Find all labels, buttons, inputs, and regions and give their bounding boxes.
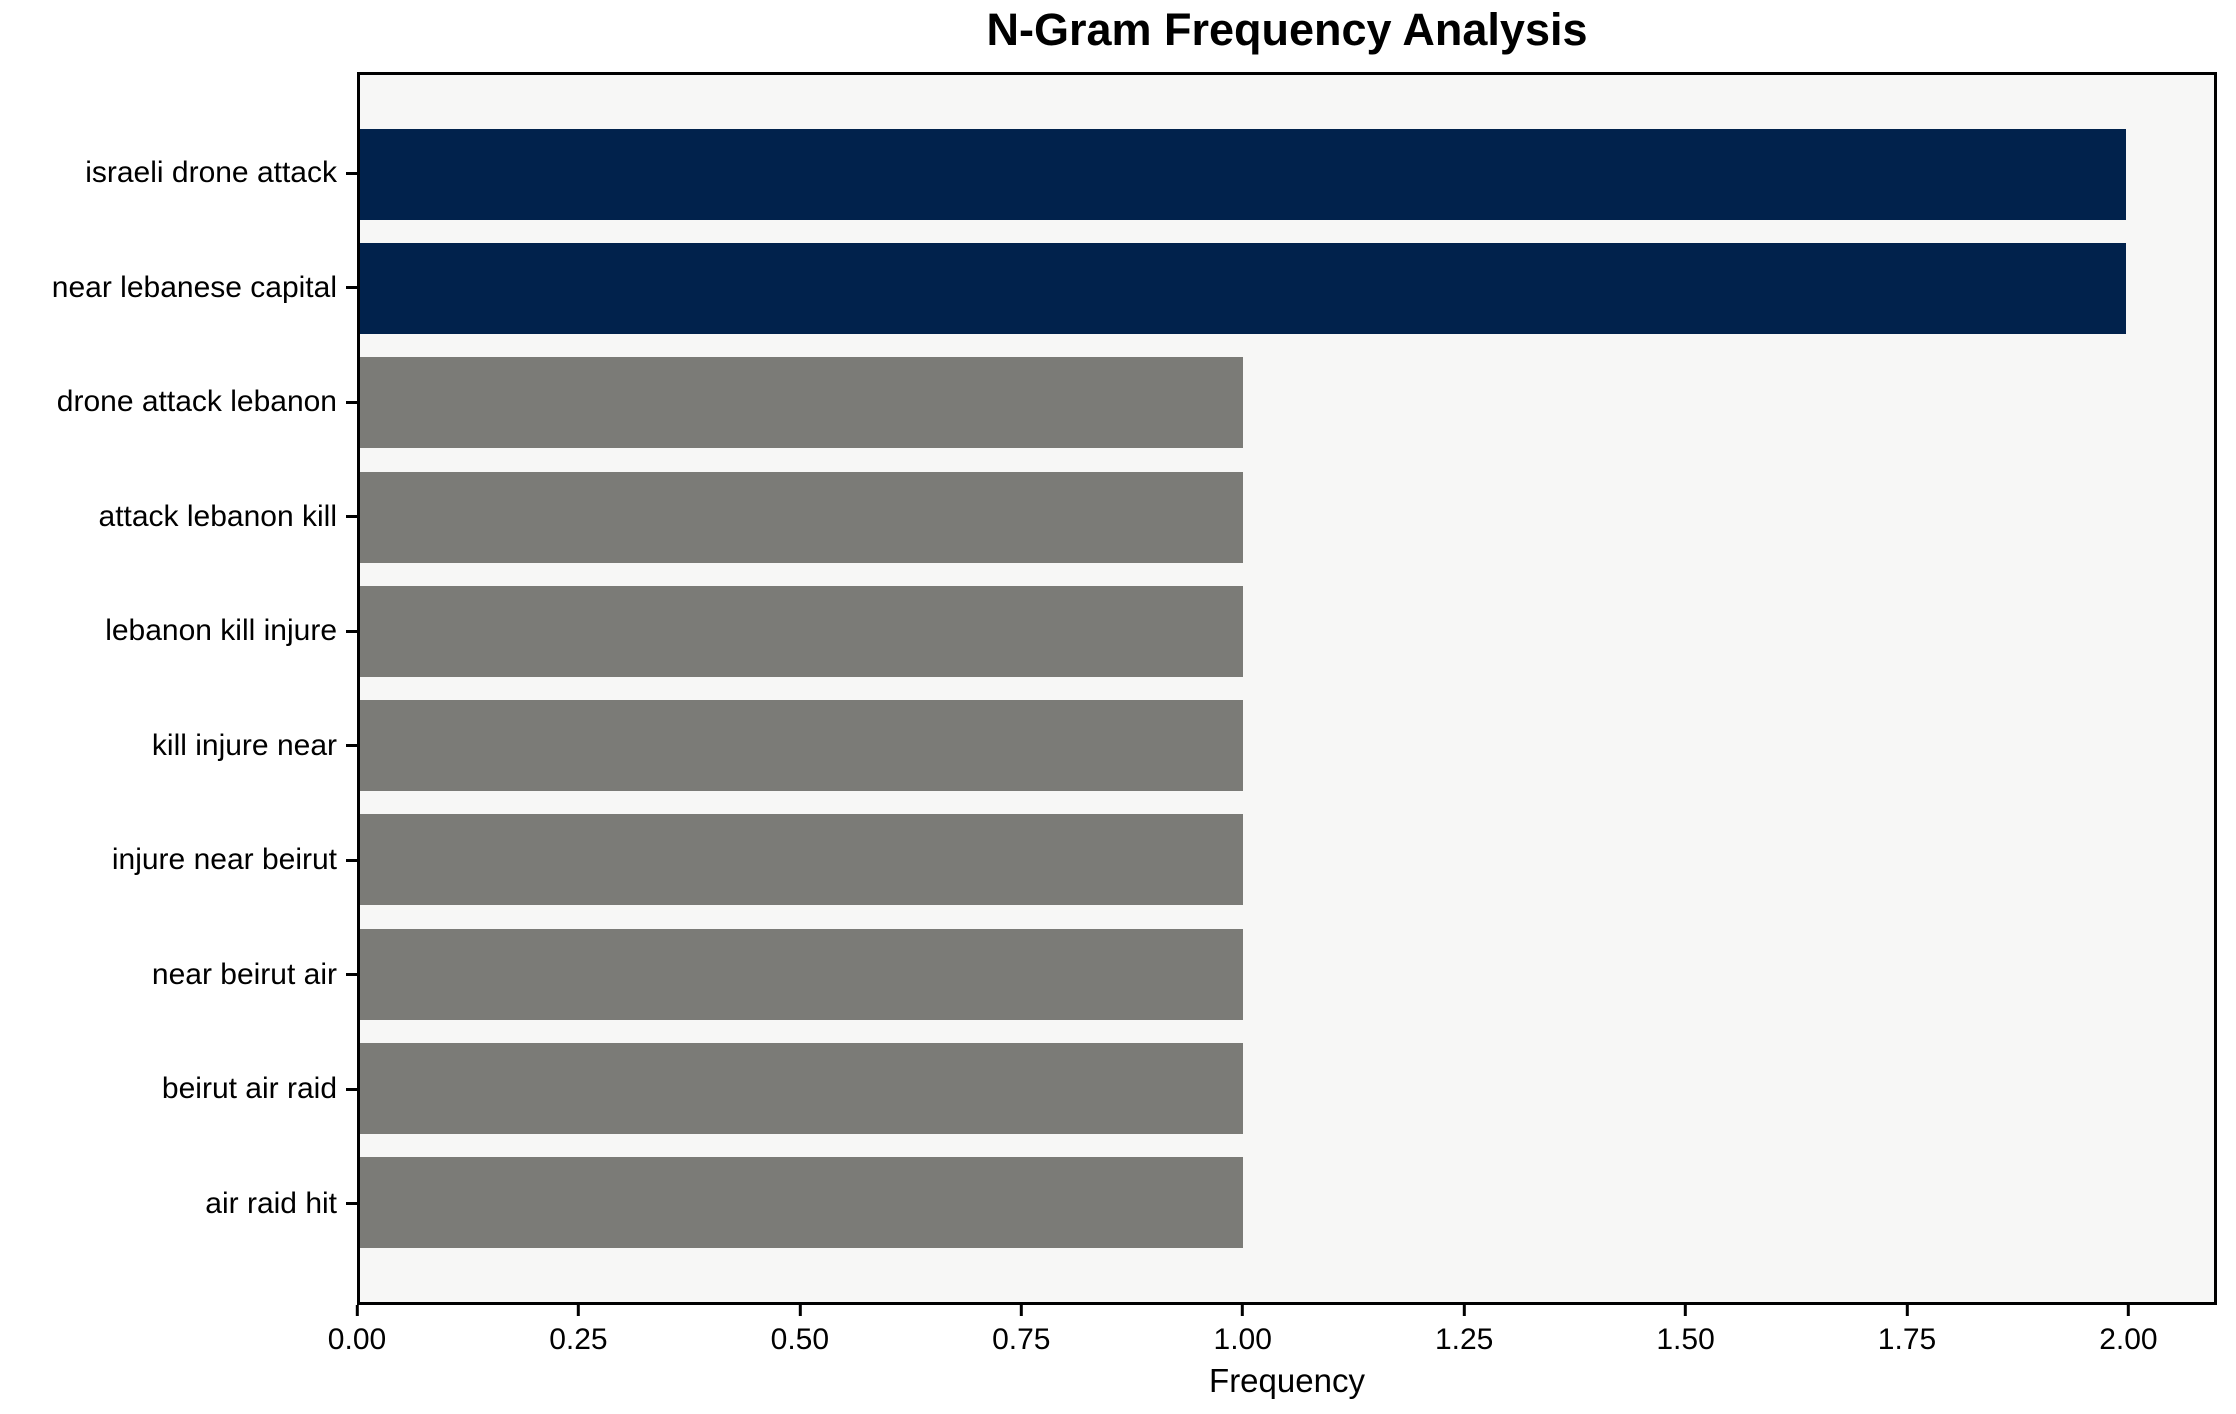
y-tick-label-beirut-air-raid: beirut air raid: [161, 1072, 337, 1106]
y-tick-label-attack-lebanon-kill: attack lebanon kill: [98, 499, 337, 533]
x-tick-0.00: 0.00: [328, 1305, 386, 1357]
y-tick-label-kill-injure-near: kill injure near: [151, 728, 337, 762]
x-tick-1.00: 1.00: [1214, 1305, 1272, 1357]
x-tick-mark: [1462, 1305, 1466, 1316]
x-tick-label: 0.50: [770, 1323, 830, 1356]
y-tick-mark: [346, 629, 357, 633]
y-tick-label-near-beirut-air: near beirut air: [151, 957, 337, 991]
y-tick-mark: [346, 286, 357, 290]
x-tick-mark: [2126, 1305, 2130, 1316]
bar-row: [360, 1146, 2214, 1260]
x-tick-mark: [1905, 1305, 1909, 1316]
chart-title: N-Gram Frequency Analysis: [986, 4, 1588, 55]
x-tick-label: 1.25: [1434, 1323, 1494, 1356]
x-tick-label: 0.00: [327, 1323, 387, 1356]
x-tick-1.25: 1.25: [1435, 1305, 1493, 1357]
y-label-row: drone attack lebanon: [0, 345, 357, 460]
x-tick-0.25: 0.25: [549, 1305, 608, 1357]
y-label-row: air raid hit: [0, 1147, 357, 1262]
x-tick-1.50: 1.50: [1656, 1305, 1715, 1357]
x-tick-label: 1.75: [1877, 1323, 1937, 1356]
y-label-row: israeli drone attack: [0, 116, 357, 231]
x-tick-label: 2.00: [2099, 1323, 2158, 1356]
plot-area: [357, 72, 2217, 1305]
y-label-row: injure near beirut: [0, 803, 357, 918]
y-tick-label-lebanon-kill-injure: lebanon kill injure: [105, 614, 337, 648]
x-tick-label: 0.75: [992, 1323, 1051, 1356]
bar-air-raid-hit: [360, 1157, 1243, 1249]
bar-row: [360, 574, 2214, 688]
bar-row: [360, 803, 2214, 917]
y-tick-label-injure-near-beirut: injure near beirut: [111, 843, 337, 877]
bar-beirut-air-raid: [360, 1043, 1243, 1135]
x-tick-mark: [576, 1305, 580, 1316]
y-tick-label-near-lebanese-capital: near lebanese capital: [51, 270, 337, 304]
x-tick-0.50: 0.50: [771, 1305, 829, 1357]
bar-row: [360, 917, 2214, 1031]
x-tick-label: 1.00: [1213, 1323, 1272, 1356]
bars-container: [360, 75, 2214, 1302]
bar-near-beirut-air: [360, 928, 1243, 1020]
y-label-row: kill injure near: [0, 689, 357, 804]
x-tick-mark: [798, 1305, 802, 1316]
bar-row: [360, 346, 2214, 460]
y-label-row: beirut air raid: [0, 1032, 357, 1147]
y-tick-mark: [346, 1087, 357, 1091]
x-tick-mark: [355, 1305, 359, 1316]
bar-injure-near-beirut: [360, 814, 1243, 906]
bar-row: [360, 688, 2214, 802]
y-tick-mark: [346, 744, 357, 748]
y-tick-mark: [346, 1202, 357, 1206]
x-tick-2.00: 2.00: [2099, 1305, 2158, 1357]
x-axis-title: Frequency: [1209, 1362, 1365, 1399]
y-tick-mark: [346, 400, 357, 404]
bar-row: [360, 1031, 2214, 1145]
x-tick-label: 0.25: [549, 1323, 608, 1356]
y-tick-label-israeli-drone-attack: israeli drone attack: [85, 156, 337, 190]
bar-israeli-drone-attack: [360, 128, 2126, 220]
x-tick-mark: [1241, 1305, 1245, 1316]
x-tick-1.75: 1.75: [1878, 1305, 1936, 1357]
y-tick-mark: [346, 973, 357, 977]
bar-drone-attack-lebanon: [360, 357, 1243, 449]
y-label-row: near lebanese capital: [0, 231, 357, 346]
x-tick-label: 1.50: [1656, 1323, 1715, 1356]
x-tick-0.75: 0.75: [992, 1305, 1050, 1357]
x-tick-mark: [1019, 1305, 1023, 1316]
y-axis-labels: israeli drone attack near lebanese capita…: [0, 74, 357, 1303]
y-tick-mark: [346, 171, 357, 175]
bar-lebanon-kill-injure: [360, 585, 1243, 677]
bar-near-lebanese-capital: [360, 242, 2126, 334]
y-label-row: near beirut air: [0, 918, 357, 1033]
y-label-row: lebanon kill injure: [0, 574, 357, 689]
x-tick-mark: [1684, 1305, 1688, 1316]
y-label-row: attack lebanon kill: [0, 460, 357, 575]
bar-attack-lebanon-kill: [360, 471, 1243, 563]
y-tick-mark: [346, 515, 357, 519]
bar-row: [360, 117, 2214, 231]
bar-row: [360, 231, 2214, 345]
bar-kill-injure-near: [360, 700, 1243, 792]
y-tick-label-drone-attack-lebanon: drone attack lebanon: [56, 385, 337, 419]
x-axis-ticks: 0.00 0.25 0.50 0.75 1.00 1.25 1.50 1.75 2.00: [328, 1305, 2217, 1365]
y-tick-label-air-raid-hit: air raid hit: [205, 1186, 337, 1220]
y-tick-mark: [346, 858, 357, 862]
bar-row: [360, 460, 2214, 574]
